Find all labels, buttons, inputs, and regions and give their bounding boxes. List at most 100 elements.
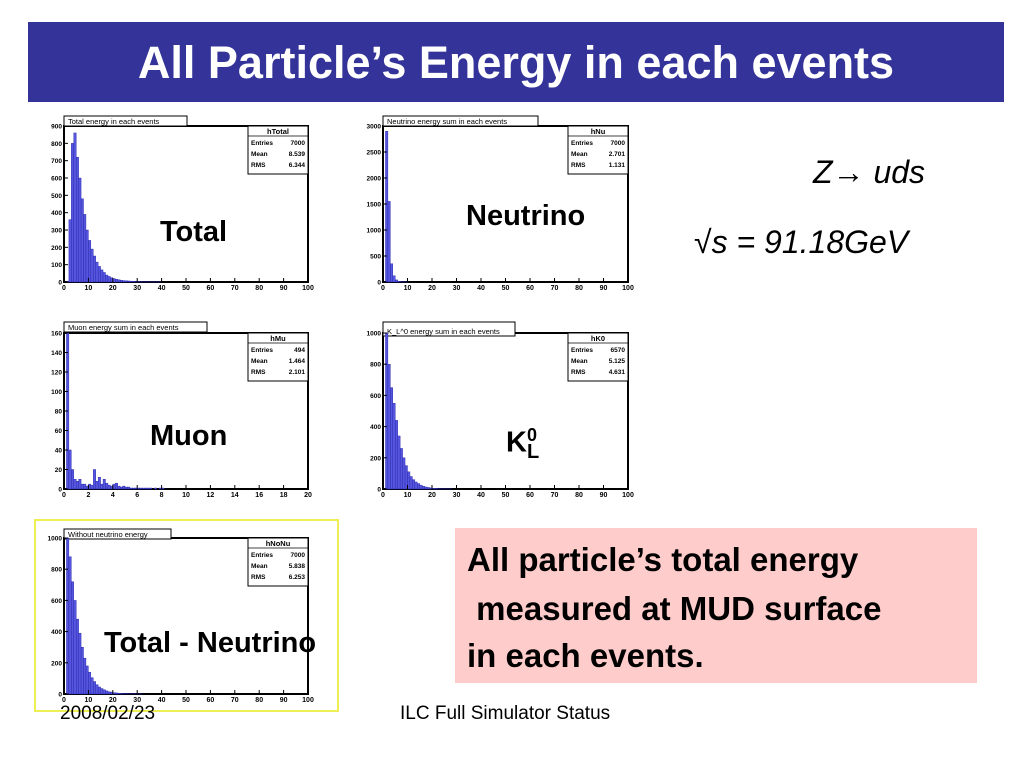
histogram-bar bbox=[105, 482, 109, 490]
y-tick-label: 500 bbox=[370, 254, 381, 261]
y-tick-label: 200 bbox=[370, 455, 381, 462]
stats-value: 4.631 bbox=[609, 369, 626, 376]
x-tick-label: 30 bbox=[133, 697, 141, 704]
histogram-bar bbox=[95, 481, 99, 490]
stats-key: Mean bbox=[251, 151, 268, 158]
stats-box bbox=[247, 332, 309, 382]
histogram-bar bbox=[73, 132, 77, 283]
x-tick-label: 30 bbox=[453, 492, 461, 499]
x-tick-label: 40 bbox=[158, 697, 166, 704]
y-tick-label: 900 bbox=[51, 124, 62, 131]
histogram-bar bbox=[387, 201, 391, 283]
histogram-bar bbox=[90, 248, 94, 283]
histogram-bar bbox=[422, 485, 425, 490]
y-tick-label: 60 bbox=[55, 428, 63, 435]
histogram-bar bbox=[387, 364, 391, 490]
histogram-bar bbox=[107, 484, 111, 490]
x-tick-label: 50 bbox=[182, 697, 190, 704]
x-tick-label: 60 bbox=[526, 492, 534, 499]
y-tick-label: 600 bbox=[370, 393, 381, 400]
histogram-panel-hNu: Neutrino energy sum in each events 0 10 20 3… bbox=[367, 115, 634, 292]
y-tick-label: 1000 bbox=[367, 228, 382, 235]
histogram-bar bbox=[90, 484, 94, 490]
plot-title-box bbox=[63, 528, 172, 540]
stats-key: Entries bbox=[251, 347, 273, 354]
x-tick-label: 70 bbox=[551, 492, 559, 499]
x-tick-label: 2 bbox=[86, 492, 90, 499]
label-total-minus-neutrino: Total - Neutrino bbox=[104, 627, 317, 659]
x-tick-label: 0 bbox=[62, 492, 66, 499]
y-tick-label: 1000 bbox=[48, 536, 63, 543]
plot-title-box bbox=[63, 321, 208, 333]
stats-key: Entries bbox=[571, 140, 593, 147]
stats-value: 2.101 bbox=[289, 369, 306, 376]
x-tick-label: 10 bbox=[182, 492, 190, 499]
x-tick-label: 100 bbox=[622, 492, 634, 499]
histogram-bar bbox=[75, 481, 79, 490]
histogram-bar bbox=[88, 240, 92, 283]
info-line-2: measured at MUD surface bbox=[467, 590, 882, 627]
plot-title: Without neutrino energy bbox=[68, 530, 148, 539]
plot-title-box bbox=[382, 321, 516, 337]
histogram-bar bbox=[132, 487, 135, 490]
histogram-bar bbox=[414, 481, 418, 490]
histogram-bar bbox=[424, 486, 428, 490]
stats-value: 5.838 bbox=[289, 563, 306, 570]
x-tick-label: 90 bbox=[600, 492, 608, 499]
histogram-bar bbox=[409, 476, 413, 490]
y-tick-label: 400 bbox=[51, 210, 62, 217]
y-tick-label: 2500 bbox=[367, 150, 382, 157]
y-tick-label: 700 bbox=[51, 158, 62, 165]
y-tick-label: 800 bbox=[370, 362, 381, 369]
y-tick-label: 140 bbox=[51, 350, 62, 357]
histogram-bar bbox=[68, 219, 72, 283]
histogram-bar bbox=[100, 269, 104, 283]
x-tick-label: 30 bbox=[133, 285, 141, 292]
histogram-bar bbox=[144, 487, 148, 490]
stats-box bbox=[567, 332, 629, 382]
x-tick-label: 0 bbox=[62, 285, 66, 292]
y-tick-label: 400 bbox=[51, 629, 62, 636]
x-tick-label: 40 bbox=[477, 492, 485, 499]
x-tick-label: 6 bbox=[135, 492, 139, 499]
histogram-bar bbox=[83, 214, 87, 283]
histogram-bar bbox=[105, 274, 109, 283]
histogram-bar bbox=[78, 177, 82, 283]
histogram-bar bbox=[412, 479, 416, 490]
histogram-panel-hK0: K_L^0 energy sum in each events 0 10 20 30 40… bbox=[367, 321, 634, 499]
label-k0l-sub: L bbox=[526, 441, 540, 464]
y-tick-label: 500 bbox=[51, 193, 62, 200]
stats-key: Entries bbox=[251, 552, 273, 559]
x-tick-label: 20 bbox=[304, 492, 312, 499]
plot-title: Total energy in each events bbox=[68, 117, 160, 126]
stats-name: hMu bbox=[270, 334, 286, 343]
x-tick-label: 4 bbox=[111, 492, 115, 499]
histogram-panel-hNoNu: Without neutrino energy 0 10 20 30 40 50 60 70 80… bbox=[48, 528, 314, 704]
energy-label: √s = 91.18GeV bbox=[694, 224, 909, 260]
stats-value: 1.131 bbox=[609, 162, 626, 169]
histogram-bar bbox=[392, 275, 396, 283]
histogram-bar bbox=[132, 281, 135, 283]
plot-title-box bbox=[63, 115, 188, 127]
histogram-bar bbox=[115, 279, 118, 283]
histogram-bar bbox=[397, 281, 401, 283]
histogram-bar bbox=[80, 198, 84, 283]
stats-name: hK0 bbox=[591, 334, 605, 343]
histogram-bar bbox=[397, 435, 401, 490]
histogram-bar bbox=[385, 332, 389, 490]
stats-value: 7000 bbox=[291, 140, 306, 147]
x-tick-label: 90 bbox=[280, 285, 288, 292]
highlight-frame bbox=[34, 519, 339, 712]
histogram-bar bbox=[154, 487, 157, 490]
histogram-bar bbox=[93, 469, 96, 490]
x-tick-label: 50 bbox=[182, 285, 190, 292]
stats-value: 6.253 bbox=[289, 574, 306, 581]
y-tick-label: 800 bbox=[51, 141, 62, 148]
histogram-bar bbox=[402, 457, 406, 490]
x-tick-label: 50 bbox=[502, 285, 510, 292]
x-tick-label: 20 bbox=[428, 285, 436, 292]
x-tick-label: 12 bbox=[207, 492, 215, 499]
stats-key: RMS bbox=[251, 162, 266, 169]
histogram-bar bbox=[129, 487, 133, 490]
histogram-bar bbox=[78, 479, 82, 490]
